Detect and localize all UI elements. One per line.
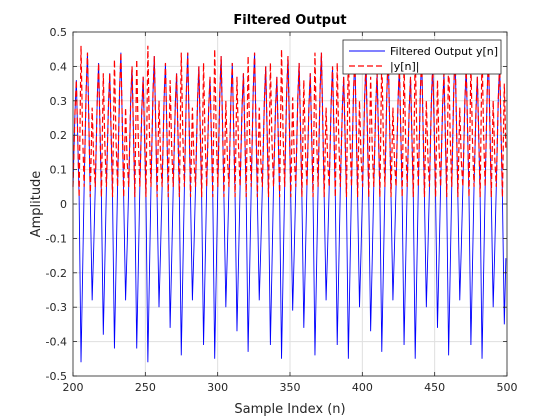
ticks: 200 250 300 350 400 450 500 -0.5 -0.4 -0.3 -0.2 -0.…: [46, 26, 518, 394]
y-tick-label: -0.1: [46, 232, 67, 245]
legend-label-series-1: Filtered Output y[n]: [390, 45, 498, 58]
series-line-filtered-output: [72, 52, 507, 363]
y-tick-label: -0.3: [46, 301, 67, 314]
y-tick-label: 0.2: [50, 129, 68, 142]
series-layer: [72, 45, 507, 363]
y-tick-label: 0.3: [50, 95, 68, 108]
y-tick-label: 0.4: [50, 60, 68, 73]
y-tick-label: -0.2: [46, 267, 67, 280]
y-tick-label: 0: [60, 198, 67, 211]
legend-box: [342, 39, 502, 75]
x-tick-label: 500: [497, 381, 518, 394]
y-tick-label: -0.4: [46, 336, 67, 349]
y-axis-label: Amplitude: [29, 171, 44, 238]
y-tick-label: 0.5: [50, 26, 68, 39]
legend-label-series-2: |y[n]|: [390, 60, 419, 73]
x-tick-label: 200: [63, 381, 84, 394]
y-tick-label: 0.1: [50, 164, 68, 177]
x-tick-label: 350: [280, 381, 301, 394]
x-tick-label: 300: [207, 381, 228, 394]
x-axis-label: Sample Index (n): [234, 402, 345, 417]
x-tick-label: 450: [424, 381, 445, 394]
x-tick-label: 250: [135, 381, 156, 394]
chart-title: Filtered Output: [233, 13, 346, 28]
y-tick-label: -0.5: [46, 370, 67, 383]
x-tick-label: 400: [352, 381, 373, 394]
legend: Filtered Output y[n] |y[n]|: [342, 39, 502, 75]
